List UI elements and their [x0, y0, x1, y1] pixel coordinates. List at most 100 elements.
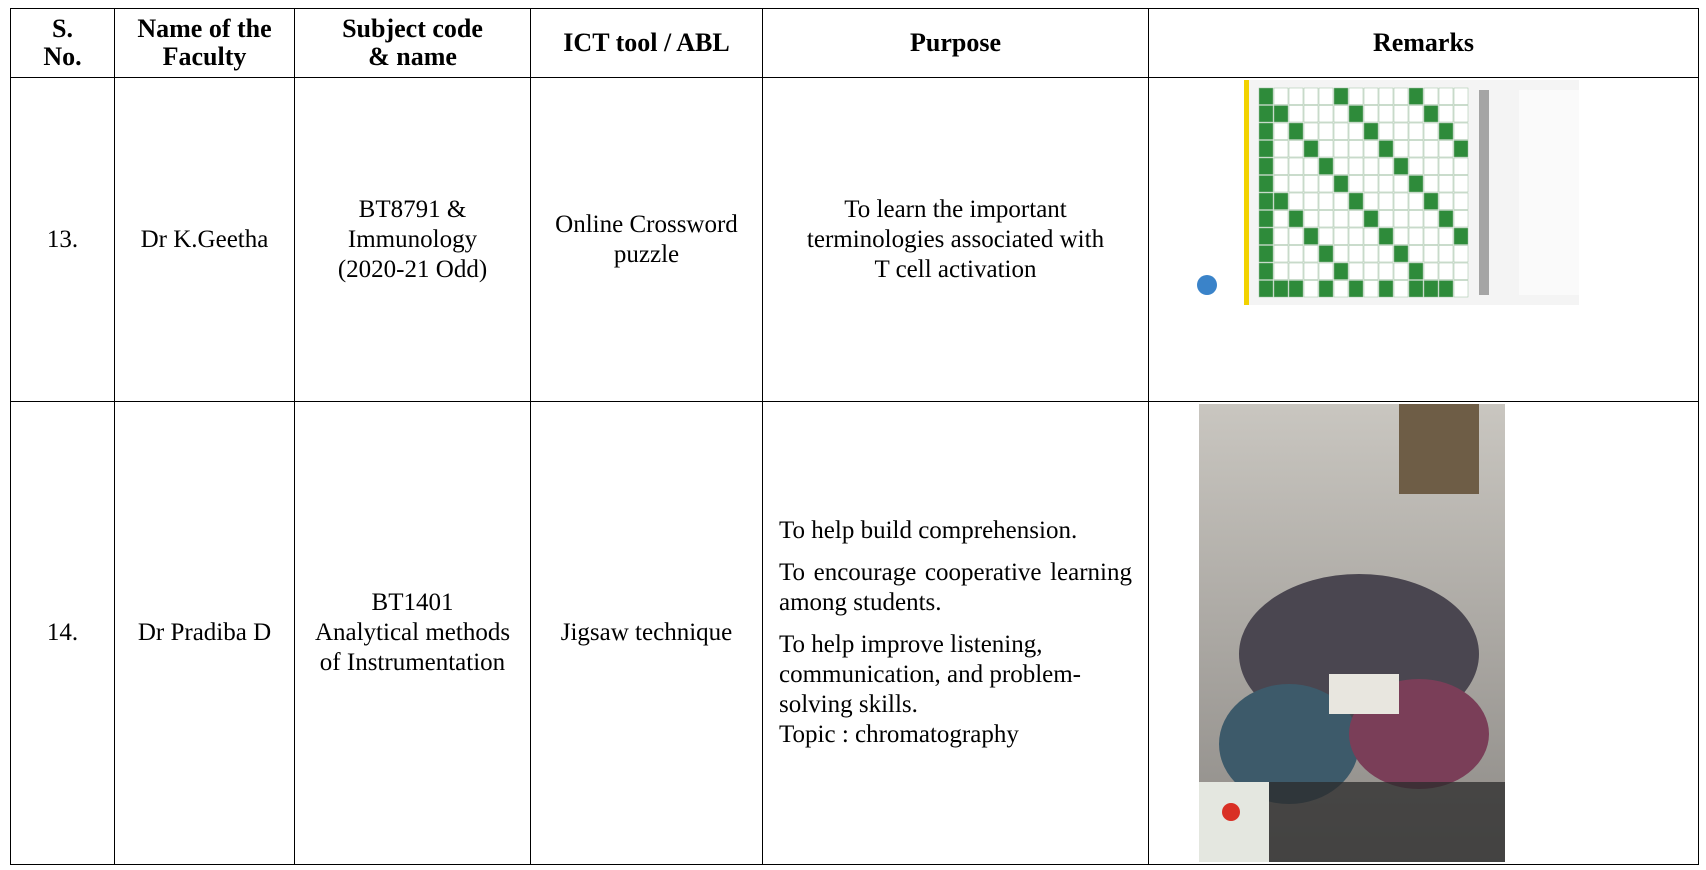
grid-cell [1423, 227, 1439, 245]
grid-cell [1408, 280, 1424, 298]
grid-cell [1288, 245, 1304, 263]
grid-cell [1363, 140, 1379, 158]
grid-cell [1378, 140, 1394, 158]
grid-cell [1393, 262, 1409, 280]
grid-cell [1303, 262, 1319, 280]
grid-cell [1363, 175, 1379, 193]
grid-cell [1348, 157, 1364, 175]
purpose: To learn the important terminologies ass… [762, 77, 1149, 402]
faculty: Dr Pradiba D [114, 401, 295, 865]
grid-cell [1438, 140, 1454, 158]
grid-cell [1453, 262, 1469, 280]
grid-cell [1303, 245, 1319, 263]
grid-cell [1438, 175, 1454, 193]
grid-cell [1378, 87, 1394, 105]
grid-cell [1438, 280, 1454, 298]
header-cell: ICT tool / ABL [530, 8, 763, 78]
grid-cell [1318, 210, 1334, 228]
subject-line: Immunology [347, 225, 478, 253]
grid-cell [1258, 192, 1274, 210]
grid-cell [1258, 280, 1274, 298]
grid-cell [1288, 122, 1304, 140]
grid-cell [1378, 192, 1394, 210]
grid-cell [1303, 192, 1319, 210]
classroom-photo [1199, 404, 1505, 862]
grid-cell [1393, 122, 1409, 140]
grid-cell [1288, 210, 1304, 228]
topic: Topic : chromatography [779, 721, 1019, 748]
grid-cell [1303, 157, 1319, 175]
row: 14. Dr Pradiba D BT1401 Analytical method… [10, 401, 1699, 865]
grid-cell [1378, 280, 1394, 298]
grid-cell [1333, 262, 1349, 280]
grid-cell [1288, 87, 1304, 105]
grid-cell [1378, 122, 1394, 140]
grid-cell [1363, 105, 1379, 123]
grid-cell [1333, 227, 1349, 245]
sno: 13. [10, 77, 115, 402]
grid-cell [1273, 105, 1289, 123]
grid-cell [1273, 245, 1289, 263]
header-cell: Remarks [1148, 8, 1699, 78]
grid-cell [1393, 105, 1409, 123]
grid-cell [1258, 122, 1274, 140]
grid-cell [1408, 87, 1424, 105]
header-row: S. No. Name of the Faculty Subject code … [10, 8, 1699, 78]
grid-cell [1378, 227, 1394, 245]
window [1399, 404, 1479, 494]
grid-cell [1408, 122, 1424, 140]
grid-cell [1318, 157, 1334, 175]
crossword-screenshot [1189, 80, 1579, 305]
grid-cell [1423, 192, 1439, 210]
grid-cell [1453, 87, 1469, 105]
grid-cell [1438, 157, 1454, 175]
grid-cell [1258, 245, 1274, 263]
grid-cell [1423, 175, 1439, 193]
grid-cell [1408, 140, 1424, 158]
grid-cell [1258, 210, 1274, 228]
grid-cell [1288, 140, 1304, 158]
app-icon [1197, 275, 1217, 295]
grid-cell [1258, 175, 1274, 193]
remarks [1148, 401, 1699, 865]
grid-cell [1453, 122, 1469, 140]
grid-cell [1258, 262, 1274, 280]
grid-cell [1408, 227, 1424, 245]
grid-cell [1363, 192, 1379, 210]
grid-cell [1438, 87, 1454, 105]
grid-cell [1423, 87, 1439, 105]
subject-line: (2020-21 Odd) [337, 255, 488, 283]
grid-cell [1288, 280, 1304, 298]
grid-cell [1408, 175, 1424, 193]
subject-line: Analytical methods of Instrumentation [314, 619, 511, 676]
grid-cell [1348, 192, 1364, 210]
grid-cell [1258, 157, 1274, 175]
grid-cell [1438, 210, 1454, 228]
purpose-text: To encourage cooperative learning among … [779, 559, 1132, 616]
grid-cell [1393, 157, 1409, 175]
grid-cell [1393, 175, 1409, 193]
grid-cell [1378, 105, 1394, 123]
grid-cell [1318, 280, 1334, 298]
tool: Jigsaw technique [530, 401, 763, 865]
grid-cell [1333, 122, 1349, 140]
grid-cell [1363, 210, 1379, 228]
grid-cell [1423, 157, 1439, 175]
grid-cell [1273, 87, 1289, 105]
grid-cell [1303, 122, 1319, 140]
grid-cell [1273, 262, 1289, 280]
grid-cell [1393, 227, 1409, 245]
grid-cell [1273, 122, 1289, 140]
grid-cell [1378, 157, 1394, 175]
grid-cell [1318, 175, 1334, 193]
grid-cell [1438, 192, 1454, 210]
highlight [1244, 80, 1249, 305]
grid-cell [1318, 122, 1334, 140]
grid-cell [1288, 227, 1304, 245]
grid-cell [1408, 192, 1424, 210]
faculty: Dr K.Geetha [114, 77, 295, 402]
grid-cell [1318, 105, 1334, 123]
grid-cell [1393, 87, 1409, 105]
tool: Online Crossword puzzle [530, 77, 763, 402]
ict-table: S. No. Name of the Faculty Subject code … [10, 8, 1699, 865]
